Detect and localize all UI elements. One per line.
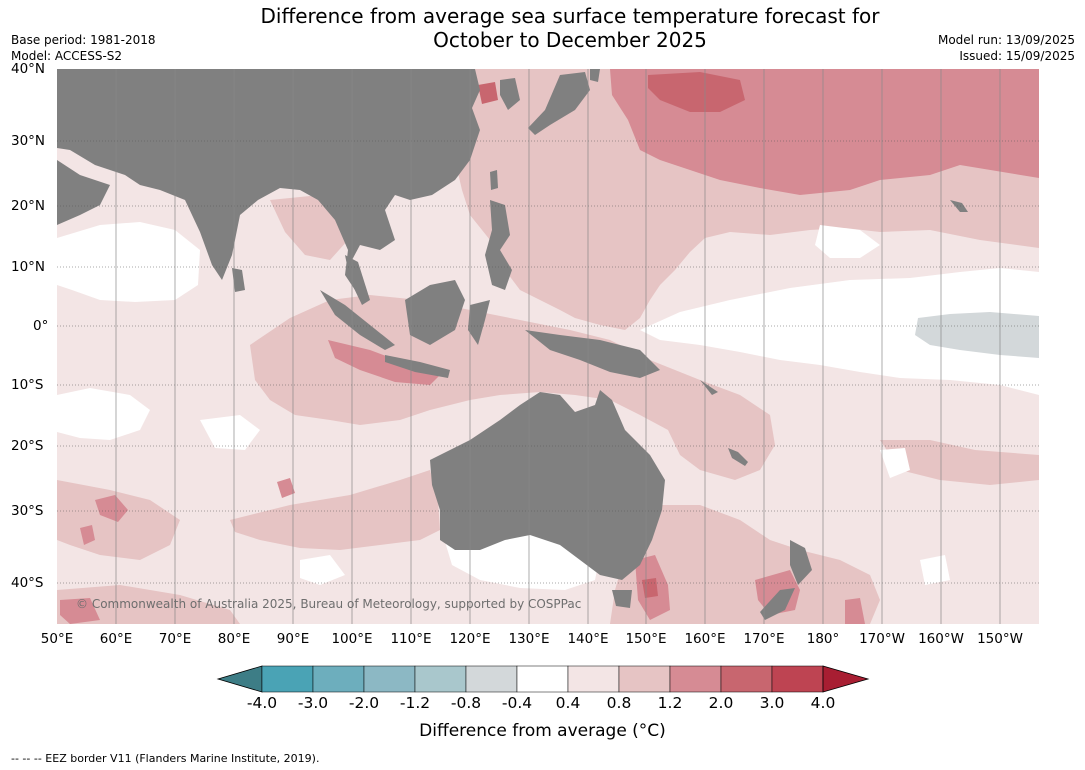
lon-label-130e: 130°E — [508, 631, 550, 647]
colorbar-bin — [261, 665, 314, 693]
model-name: Model: ACCESS-S2 — [11, 49, 123, 63]
title-line-2: October to December 2025 — [433, 28, 707, 52]
colorbar-label: 2.0 — [708, 694, 734, 712]
lon-label-80e: 80°E — [217, 631, 251, 647]
lat-label-20s: 20°S — [11, 438, 44, 454]
lat-label-40n: 40°N — [11, 61, 46, 77]
colorbar-label: 1.2 — [657, 694, 683, 712]
lat-label-equator: 0° — [33, 318, 49, 334]
land — [57, 69, 968, 620]
eez-legend-note: -- -- -- EEZ border V11 (Flanders Marine… — [11, 752, 320, 765]
meridians — [115, 69, 1001, 624]
colorbar-bin — [567, 665, 620, 693]
model-run: Model run: 13/09/2025 — [937, 33, 1075, 47]
lon-label-90e: 90°E — [276, 631, 310, 647]
colorbar — [216, 665, 870, 693]
colorbar-label: 3.0 — [759, 694, 785, 712]
colorbar-label: 0.8 — [606, 694, 632, 712]
colorbar-bin — [669, 665, 722, 693]
lon-label-50e: 50°E — [40, 631, 74, 647]
lon-label-70e: 70°E — [158, 631, 192, 647]
lat-label-20n: 20°N — [11, 198, 46, 214]
colorbar-upper-extension — [822, 665, 870, 693]
lon-label-170e: 170°E — [743, 631, 785, 647]
copyright-notice: © Commonwealth of Australia 2025, Bureau… — [76, 597, 582, 611]
colorbar-label: 4.0 — [810, 694, 836, 712]
lon-label-150e: 150°E — [625, 631, 667, 647]
colorbar-label: -4.0 — [246, 694, 278, 712]
lon-label-150w: 150°W — [977, 631, 1023, 647]
lat-label-30s: 30°S — [11, 503, 44, 519]
colorbar-label: -1.2 — [399, 694, 431, 712]
colorbar-bin — [414, 665, 467, 693]
lon-label-120e: 120°E — [449, 631, 491, 647]
lon-label-170w: 170°W — [859, 631, 905, 647]
title-line-1: Difference from average sea surface temp… — [260, 4, 880, 28]
lon-label-140e: 140°E — [567, 631, 609, 647]
colorbar-bin — [312, 665, 365, 693]
colorbar-bin — [465, 665, 518, 693]
meta-left: Base period: 1981-2018 Model: ACCESS-S2 — [11, 32, 156, 64]
colorbar-bin — [363, 665, 416, 693]
colorbar-label: 0.4 — [555, 694, 581, 712]
lat-label-10s: 10°S — [11, 377, 44, 393]
lat-label-10n: 10°N — [11, 259, 46, 275]
lon-label-180: 180° — [806, 631, 840, 647]
colorbar-label: -0.4 — [501, 694, 533, 712]
colorbar-bin — [771, 665, 824, 693]
meta-right: Model run: 13/09/2025 Issued: 15/09/2025 — [938, 32, 1075, 64]
colorbar-title: Difference from average (°C) — [419, 721, 666, 741]
colorbar-label: -3.0 — [297, 694, 329, 712]
colorbar-label: -2.0 — [348, 694, 380, 712]
issued-date: Issued: 15/09/2025 — [959, 49, 1075, 63]
lon-label-160e: 160°E — [684, 631, 726, 647]
lat-label-30n: 30°N — [11, 133, 46, 149]
map-title: Difference from average sea surface temp… — [170, 4, 970, 52]
anomaly-neg-0-8-neg-0-4-region — [915, 312, 1039, 358]
lon-label-160w: 160°W — [918, 631, 964, 647]
lon-label-100e: 100°E — [331, 631, 373, 647]
lon-label-110e: 110°E — [390, 631, 432, 647]
lon-label-60e: 60°E — [99, 631, 133, 647]
base-period: Base period: 1981-2018 — [11, 33, 156, 47]
lat-label-40s: 40°S — [11, 575, 44, 591]
colorbar-lower-extension — [216, 665, 263, 693]
colorbar-bin — [516, 665, 569, 693]
colorbar-bin — [618, 665, 671, 693]
colorbar-label: -0.8 — [450, 694, 482, 712]
colorbar-bin — [720, 665, 773, 693]
